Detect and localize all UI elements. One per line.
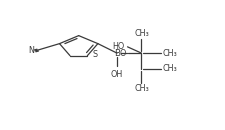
Text: O: O — [119, 49, 126, 58]
Text: CH₃: CH₃ — [134, 84, 149, 93]
Text: CH₃: CH₃ — [162, 49, 177, 58]
Text: CH₃: CH₃ — [134, 29, 149, 38]
Text: OH: OH — [111, 70, 123, 79]
Text: HO: HO — [113, 42, 125, 51]
Text: N: N — [28, 46, 34, 55]
Text: CH₃: CH₃ — [162, 64, 177, 73]
Text: S: S — [93, 50, 98, 59]
Text: B: B — [114, 49, 120, 58]
